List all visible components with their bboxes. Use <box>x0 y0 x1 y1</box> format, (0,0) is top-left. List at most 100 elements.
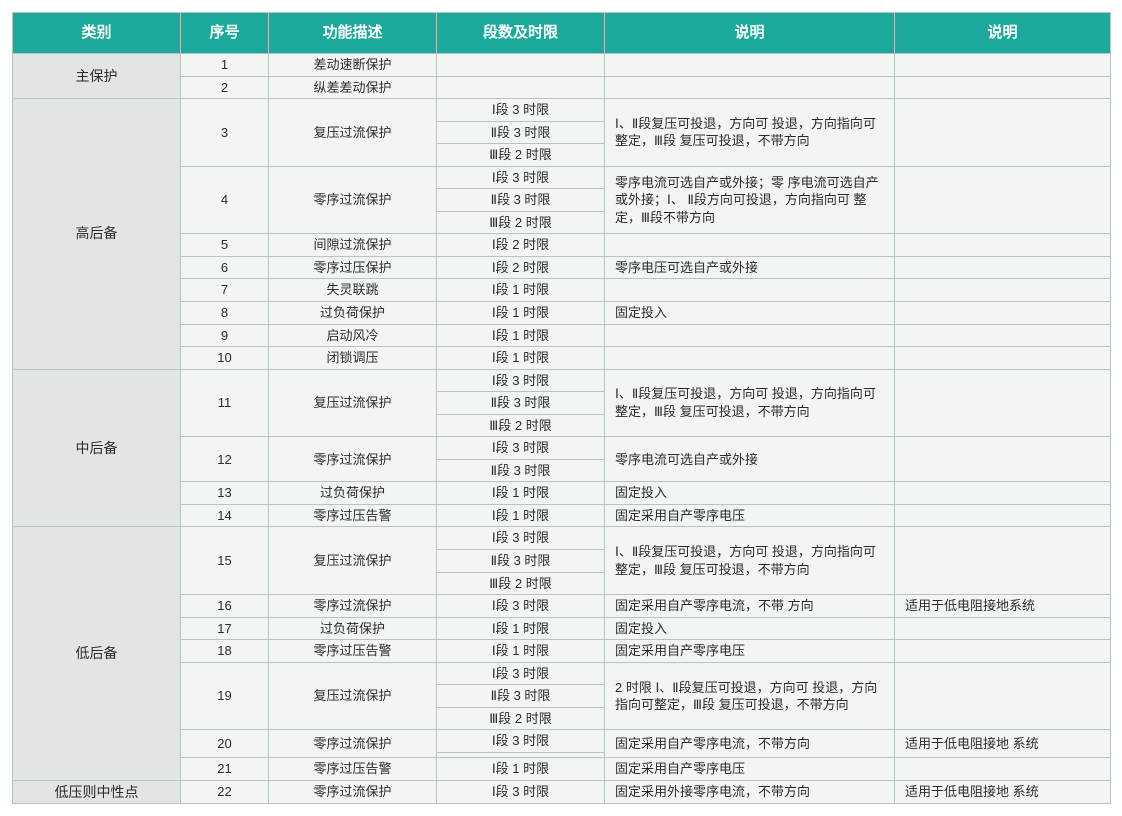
segment-timelimit-cell: Ⅰ段 2 时限 <box>437 234 605 257</box>
function-desc-cell: 纵差差动保护 <box>269 76 437 99</box>
segment-timelimit-cell: Ⅱ段 3 时限 <box>437 121 605 144</box>
sequence-number-cell: 10 <box>181 347 269 370</box>
note2-cell <box>895 504 1111 527</box>
segment-timelimit-cell: Ⅰ段 1 时限 <box>437 302 605 325</box>
note1-cell <box>605 347 895 370</box>
sequence-number-cell: 12 <box>181 437 269 482</box>
note1-cell <box>605 279 895 302</box>
note1-cell: 固定投入 <box>605 482 895 505</box>
function-desc-cell: 零序过流保护 <box>269 780 437 804</box>
sequence-number-cell: 5 <box>181 234 269 257</box>
segment-timelimit-cell: Ⅰ段 1 时限 <box>437 482 605 505</box>
note1-cell: 固定采用自产零序电压 <box>605 757 895 780</box>
note1-cell: 2 时限 Ⅰ、Ⅱ段复压可投退，方向可 投退，方向指向可整定，Ⅲ段 复压可投退，不… <box>605 662 895 730</box>
sequence-number-cell: 21 <box>181 757 269 780</box>
segment-timelimit-cell: Ⅰ段 3 时限 <box>437 662 605 685</box>
segment-timelimit-cell: Ⅲ段 2 时限 <box>437 211 605 234</box>
sequence-number-cell: 19 <box>181 662 269 730</box>
note2-cell <box>895 757 1111 780</box>
note2-cell <box>895 437 1111 482</box>
segment-timelimit-cell: Ⅰ段 3 时限 <box>437 527 605 550</box>
function-desc-cell: 复压过流保护 <box>269 527 437 595</box>
segment-timelimit-cell: Ⅰ段 3 时限 <box>437 99 605 122</box>
segment-timelimit-cell: Ⅰ段 3 时限 <box>437 437 605 460</box>
segment-timelimit-cell: Ⅰ段 1 时限 <box>437 279 605 302</box>
table-row: 中后备11复压过流保护Ⅰ段 3 时限Ⅰ、Ⅱ段复压可投退，方向可 投退，方向指向可… <box>13 369 1111 392</box>
sequence-number-cell: 1 <box>181 54 269 77</box>
sequence-number-cell: 9 <box>181 324 269 347</box>
note2-cell <box>895 527 1111 595</box>
note1-cell: Ⅰ、Ⅱ段复压可投退，方向可 投退，方向指向可整定，Ⅲ段 复压可投退，不带方向 <box>605 527 895 595</box>
segment-timelimit-cell: Ⅰ段 1 时限 <box>437 347 605 370</box>
note1-cell: 零序电压可选自产或外接 <box>605 256 895 279</box>
function-desc-cell: 间隙过流保护 <box>269 234 437 257</box>
col-header-0: 类别 <box>13 13 181 54</box>
note2-cell <box>895 279 1111 302</box>
table-row: 高后备3复压过流保护Ⅰ段 3 时限Ⅰ、Ⅱ段复压可投退，方向可 投退，方向指向可整… <box>13 99 1111 122</box>
category-cell: 低后备 <box>13 527 181 780</box>
function-desc-cell: 启动风冷 <box>269 324 437 347</box>
note1-cell: 固定采用自产零序电压 <box>605 640 895 663</box>
function-desc-cell: 失灵联跳 <box>269 279 437 302</box>
segment-timelimit-cell: Ⅰ段 3 时限 <box>437 780 605 804</box>
function-desc-cell: 零序过流保护 <box>269 595 437 618</box>
sequence-number-cell: 8 <box>181 302 269 325</box>
function-desc-cell: 过负荷保护 <box>269 482 437 505</box>
category-cell: 主保护 <box>13 54 181 99</box>
note1-cell <box>605 324 895 347</box>
function-desc-cell: 复压过流保护 <box>269 662 437 730</box>
segment-timelimit-cell: Ⅰ段 1 时限 <box>437 617 605 640</box>
note1-cell: 零序电流可选自产或外接；零 序电流可选自产或外接；Ⅰ、 Ⅱ段方向可投退，方向指向… <box>605 166 895 234</box>
sequence-number-cell: 3 <box>181 99 269 167</box>
note1-cell: Ⅰ、Ⅱ段复压可投退，方向可 投退，方向指向可整定，Ⅲ段 复压可投退，不带方向 <box>605 99 895 167</box>
function-desc-cell: 差动速断保护 <box>269 54 437 77</box>
function-desc-cell: 闭锁调压 <box>269 347 437 370</box>
segment-timelimit-cell: Ⅱ段 3 时限 <box>437 189 605 212</box>
col-header-5: 说明 <box>895 13 1111 54</box>
category-cell: 高后备 <box>13 99 181 370</box>
note2-cell <box>895 54 1111 77</box>
table-row: 低压则中性点22零序过流保护Ⅰ段 3 时限固定采用外接零序电流，不带方向适用于低… <box>13 780 1111 804</box>
note2-cell <box>895 302 1111 325</box>
col-header-1: 序号 <box>181 13 269 54</box>
segment-timelimit-cell: Ⅱ段 3 时限 <box>437 685 605 708</box>
function-desc-cell: 过负荷保护 <box>269 617 437 640</box>
segment-timelimit-cell <box>437 76 605 99</box>
col-header-2: 功能描述 <box>269 13 437 54</box>
segment-timelimit-cell: Ⅰ段 1 时限 <box>437 757 605 780</box>
note1-cell: 零序电流可选自产或外接 <box>605 437 895 482</box>
note2-cell <box>895 369 1111 437</box>
col-header-4: 说明 <box>605 13 895 54</box>
table-row: 低后备15复压过流保护Ⅰ段 3 时限Ⅰ、Ⅱ段复压可投退，方向可 投退，方向指向可… <box>13 527 1111 550</box>
sequence-number-cell: 18 <box>181 640 269 663</box>
segment-timelimit-cell: Ⅲ段 2 时限 <box>437 572 605 595</box>
table-body: 主保护1差动速断保护2纵差差动保护高后备3复压过流保护Ⅰ段 3 时限Ⅰ、Ⅱ段复压… <box>13 54 1111 804</box>
sequence-number-cell: 13 <box>181 482 269 505</box>
sequence-number-cell: 16 <box>181 595 269 618</box>
sequence-number-cell: 14 <box>181 504 269 527</box>
note2-cell <box>895 347 1111 370</box>
function-desc-cell: 过负荷保护 <box>269 302 437 325</box>
segment-timelimit-cell: Ⅰ段 3 时限 <box>437 369 605 392</box>
segment-timelimit-cell: Ⅲ段 2 时限 <box>437 414 605 437</box>
sequence-number-cell: 7 <box>181 279 269 302</box>
note1-cell: 固定投入 <box>605 617 895 640</box>
note2-cell <box>895 76 1111 99</box>
sequence-number-cell: 17 <box>181 617 269 640</box>
sequence-number-cell: 20 <box>181 730 269 758</box>
segment-timelimit-cell: Ⅰ段 1 时限 <box>437 324 605 347</box>
sequence-number-cell: 15 <box>181 527 269 595</box>
note2-cell <box>895 99 1111 167</box>
segment-timelimit-cell: Ⅱ段 3 时限 <box>437 459 605 482</box>
note2-cell: 适用于低电阻接地 系统 <box>895 780 1111 804</box>
note2-cell <box>895 617 1111 640</box>
category-cell: 低压则中性点 <box>13 780 181 804</box>
function-desc-cell: 零序过压保护 <box>269 256 437 279</box>
function-desc-cell: 零序过压告警 <box>269 640 437 663</box>
sequence-number-cell: 6 <box>181 256 269 279</box>
function-desc-cell: 复压过流保护 <box>269 99 437 167</box>
protection-function-table: 类别序号功能描述段数及时限说明说明 主保护1差动速断保护2纵差差动保护高后备3复… <box>12 12 1111 804</box>
segment-timelimit-cell: Ⅱ段 3 时限 <box>437 550 605 573</box>
function-desc-cell: 零序过流保护 <box>269 730 437 758</box>
col-header-3: 段数及时限 <box>437 13 605 54</box>
